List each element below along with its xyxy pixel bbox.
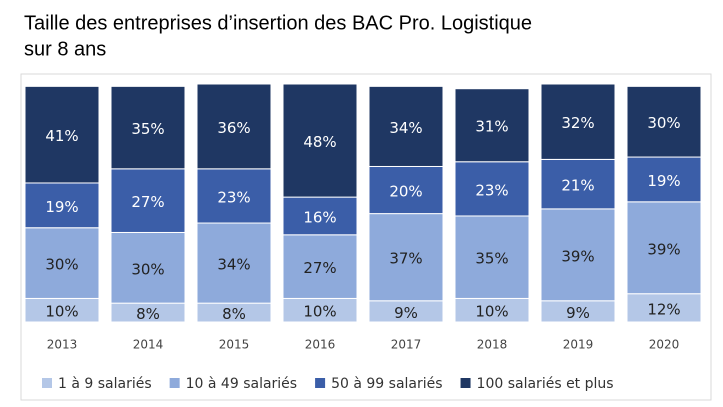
legend-label: 50 à 99 salariés: [331, 376, 442, 392]
bar-segment: [454, 88, 530, 163]
bar-segment: [110, 168, 186, 233]
data-label: 27%: [303, 259, 336, 277]
bar-segment: [24, 85, 100, 184]
x-tick-label: 2015: [219, 338, 250, 352]
bar-segment: [540, 83, 616, 160]
x-tick-label: 2014: [133, 338, 164, 352]
bar-segment: [626, 156, 702, 203]
data-label: 9%: [394, 304, 418, 322]
bar-segment: [110, 231, 186, 304]
data-label: 8%: [136, 305, 160, 323]
data-label: 27%: [131, 193, 164, 211]
legend-label: 10 à 49 salariés: [186, 376, 297, 392]
data-label: 39%: [647, 240, 680, 258]
chart-title: sur 8 ans: [24, 38, 106, 60]
legend-swatch: [460, 378, 471, 388]
bar-segment: [454, 161, 530, 217]
data-label: 48%: [303, 133, 336, 151]
data-label: 30%: [647, 114, 680, 132]
data-label: 35%: [131, 120, 164, 138]
bar-segment: [540, 208, 616, 302]
data-label: 9%: [566, 304, 590, 322]
data-label: 21%: [561, 177, 594, 195]
bar-segment: [110, 85, 186, 170]
bar-segment: [282, 196, 358, 236]
data-label: 20%: [389, 183, 422, 201]
data-label: 10%: [303, 303, 336, 321]
legend-label: 1 à 9 salariés: [58, 376, 152, 392]
bar-segment: [196, 168, 272, 224]
data-label: 32%: [561, 114, 594, 132]
bar-segment: [626, 85, 702, 158]
data-label: 23%: [475, 181, 508, 199]
data-label: 19%: [45, 198, 78, 216]
bar-segment: [368, 213, 444, 302]
data-label: 31%: [475, 118, 508, 136]
bar-segment: [626, 201, 702, 295]
data-label: 12%: [647, 300, 680, 318]
legend-swatch: [42, 378, 52, 388]
data-label: 41%: [45, 127, 78, 145]
legend-swatch: [315, 378, 326, 388]
data-label: 23%: [217, 188, 250, 206]
data-label: 34%: [217, 256, 250, 274]
data-label: 16%: [303, 208, 336, 226]
data-label: 39%: [561, 247, 594, 265]
data-label: 10%: [475, 303, 508, 321]
bar-segment: [282, 83, 358, 198]
data-label: 8%: [222, 305, 246, 323]
bar-segment: [368, 165, 444, 215]
data-label: 34%: [389, 119, 422, 137]
bar-segment: [196, 222, 272, 304]
data-label: 19%: [647, 172, 680, 190]
x-tick-label: 2016: [305, 338, 336, 352]
bar-segment: [540, 158, 616, 210]
x-tick-label: 2018: [477, 338, 508, 352]
data-label: 30%: [45, 256, 78, 274]
x-tick-label: 2020: [649, 338, 680, 352]
bar-segment: [24, 182, 100, 229]
data-label: 37%: [389, 250, 422, 268]
data-label: 35%: [475, 250, 508, 268]
x-tick-label: 2017: [391, 338, 422, 352]
bar-segment: [196, 83, 272, 170]
legend-label: 100 salariés et plus: [477, 376, 614, 392]
x-tick-label: 2013: [47, 338, 78, 352]
data-label: 36%: [217, 119, 250, 137]
bar-segment: [454, 215, 530, 299]
x-tick-label: 2019: [563, 338, 594, 352]
bar-segment: [368, 85, 444, 167]
bar-segment: [282, 234, 358, 299]
data-label: 10%: [45, 303, 78, 321]
bar-segment: [626, 293, 702, 323]
data-label: 30%: [131, 260, 164, 278]
chart-title: Taille des entreprises d’insertion des B…: [24, 12, 532, 34]
legend-swatch: [169, 378, 180, 388]
